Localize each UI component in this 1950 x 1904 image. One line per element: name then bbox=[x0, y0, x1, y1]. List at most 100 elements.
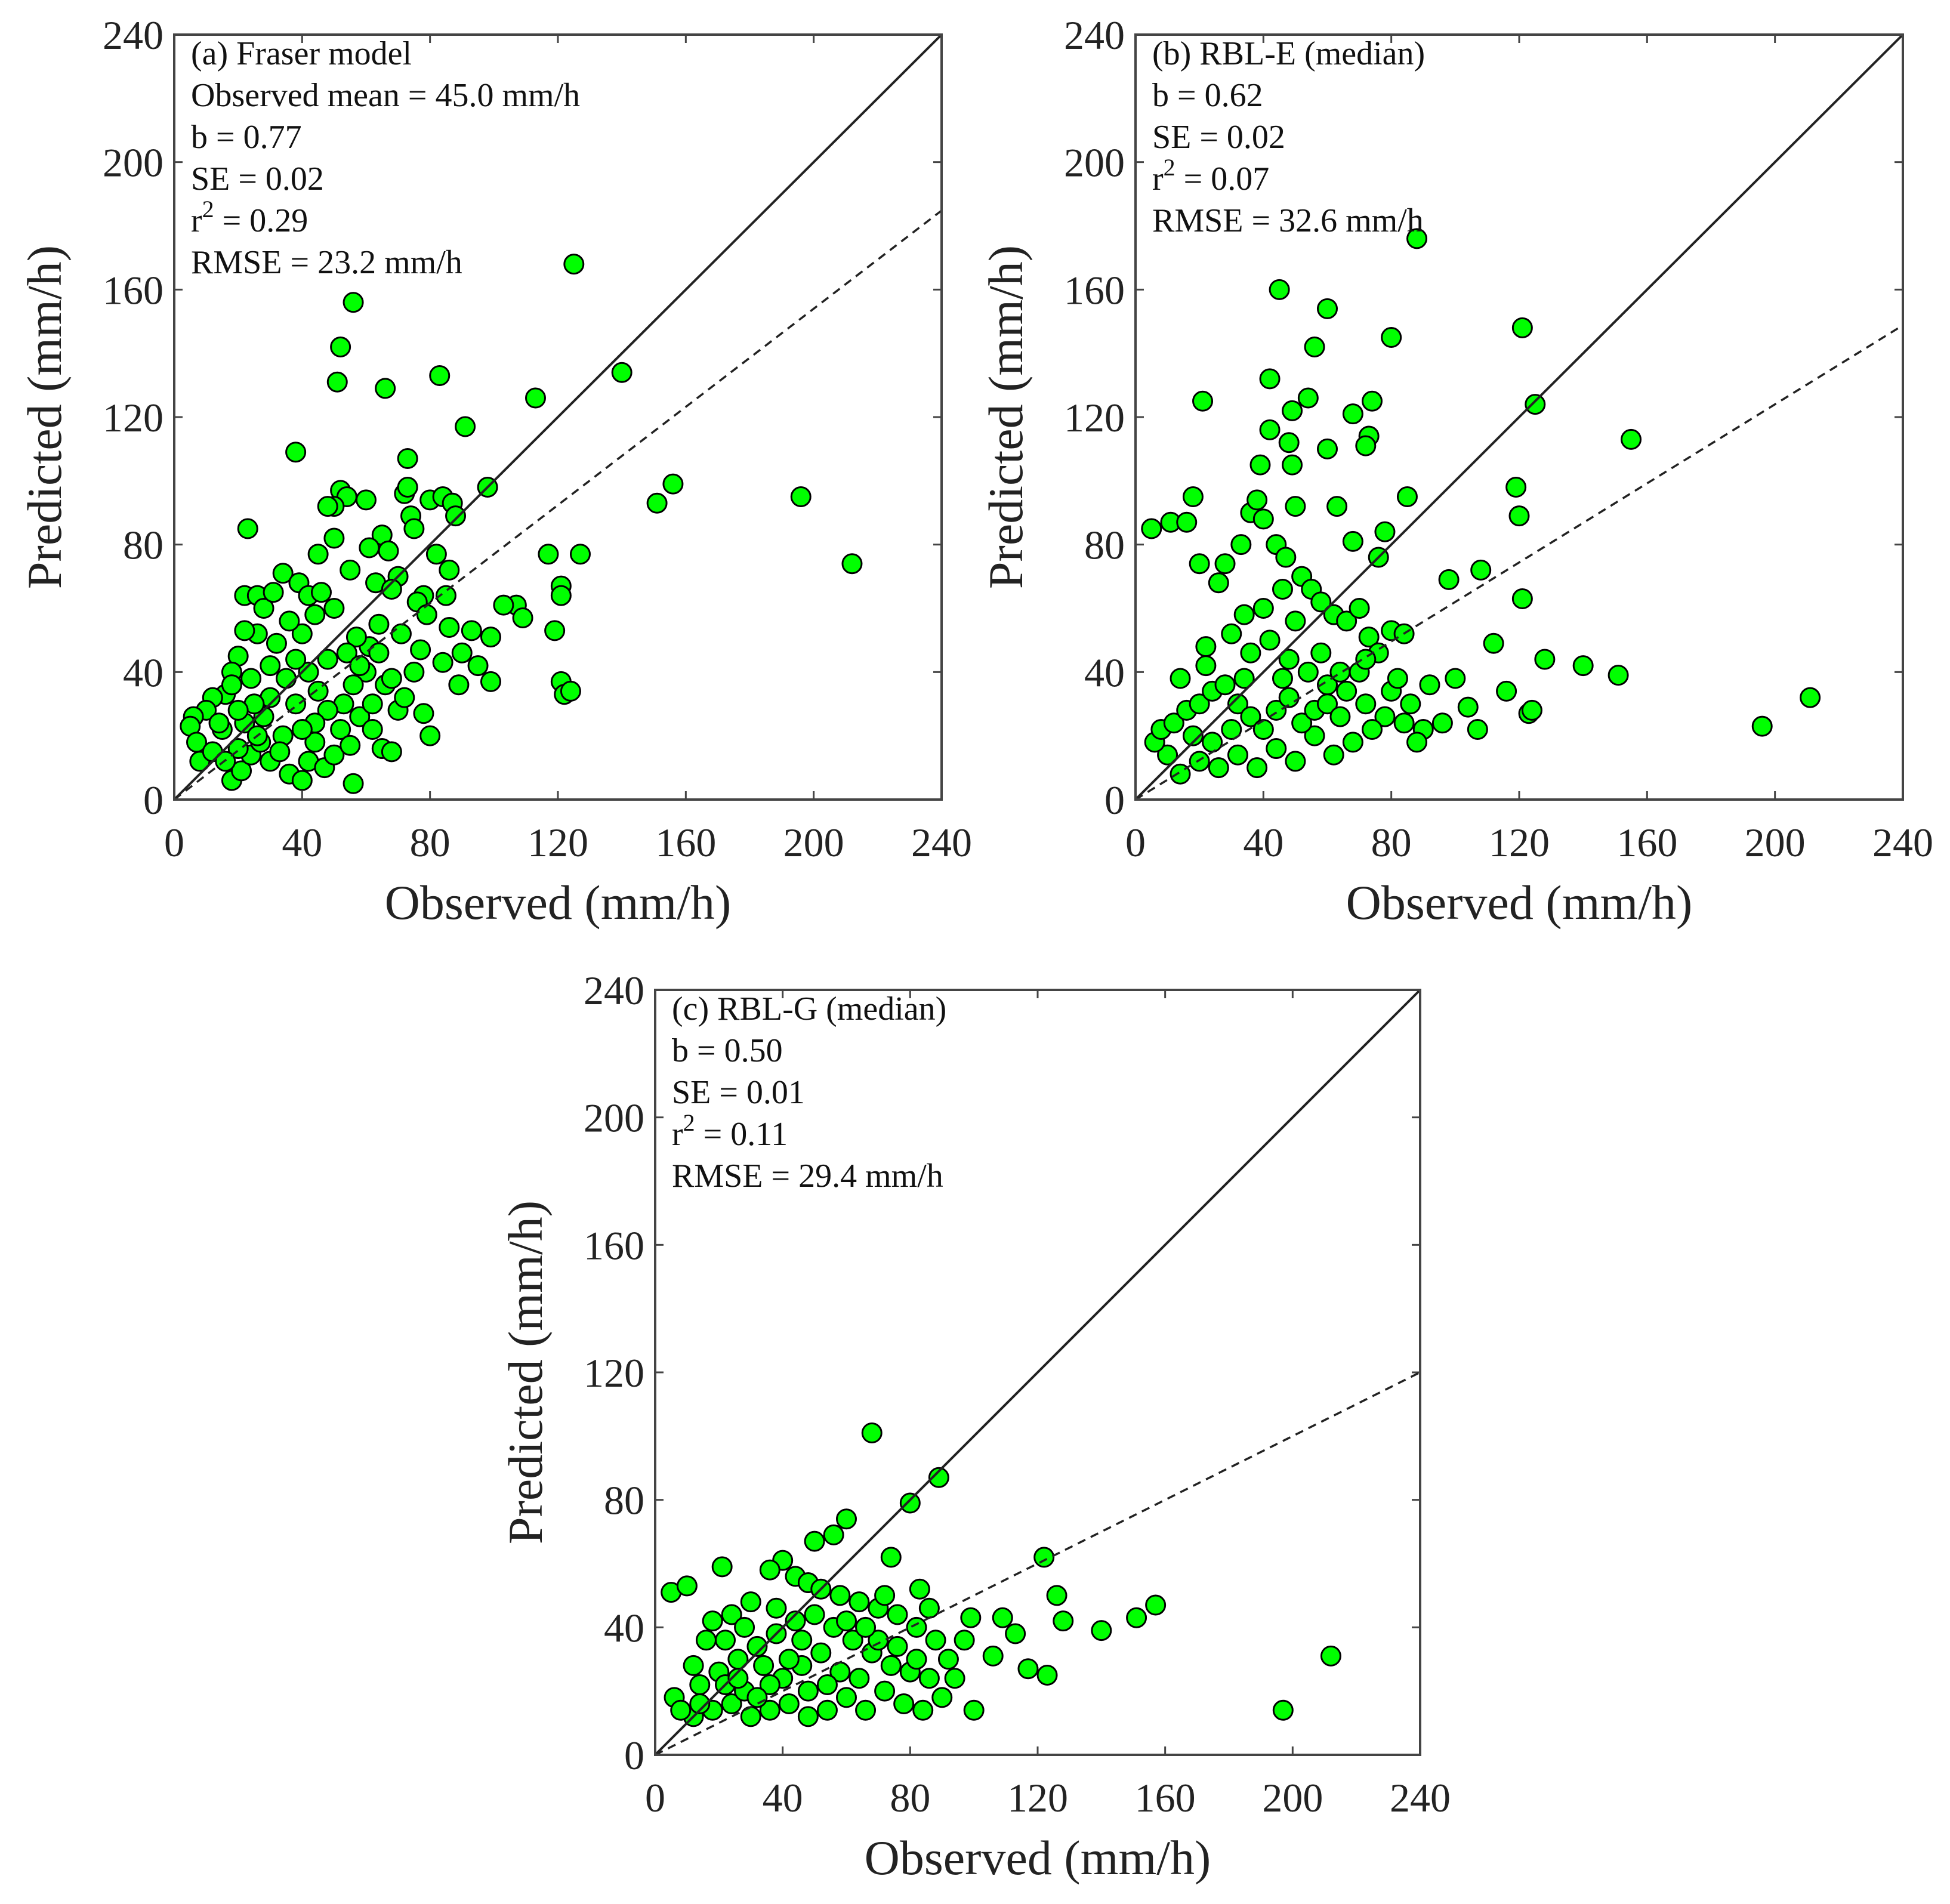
y-axis-label: Predicted (mm/h) bbox=[17, 245, 72, 589]
data-point bbox=[1272, 668, 1293, 689]
data-point bbox=[1342, 530, 1363, 552]
data-point bbox=[368, 642, 390, 664]
x-axis-label: Observed (mm/h) bbox=[385, 875, 732, 930]
x-tick-label: 120 bbox=[527, 820, 588, 865]
data-point bbox=[1304, 336, 1325, 357]
x-tick-label: 200 bbox=[783, 820, 844, 865]
one-to-one-line bbox=[173, 33, 943, 801]
data-point bbox=[1406, 228, 1428, 249]
data-point bbox=[330, 336, 351, 357]
data-point bbox=[759, 1559, 780, 1581]
stat-annotation: r2 = 0.07 bbox=[1152, 154, 1269, 198]
data-point bbox=[285, 442, 307, 463]
data-point bbox=[480, 627, 501, 648]
data-point bbox=[944, 1668, 965, 1689]
data-point bbox=[861, 1422, 883, 1443]
data-point bbox=[611, 362, 632, 383]
data-point bbox=[1192, 390, 1214, 412]
data-point bbox=[1157, 744, 1178, 766]
data-point bbox=[759, 1699, 780, 1721]
x-tick-label: 160 bbox=[655, 820, 716, 865]
data-point bbox=[1457, 696, 1479, 718]
data-point bbox=[740, 1591, 761, 1613]
data-point bbox=[429, 365, 451, 387]
data-point bbox=[711, 1556, 733, 1578]
y-tick-label: 40 bbox=[123, 650, 163, 695]
data-point bbox=[448, 674, 470, 696]
x-tick-label: 0 bbox=[164, 820, 184, 865]
data-point bbox=[1496, 680, 1517, 702]
data-point bbox=[1320, 1645, 1341, 1667]
data-point bbox=[746, 1687, 768, 1708]
data-point bbox=[906, 1616, 927, 1638]
y-tick-label: 120 bbox=[584, 1350, 644, 1396]
data-point bbox=[413, 703, 434, 724]
panel-label: (c) RBL-G (median) bbox=[672, 990, 946, 1027]
data-point bbox=[982, 1645, 1004, 1667]
plot-frame bbox=[654, 989, 1421, 1756]
data-point bbox=[816, 1699, 838, 1721]
data-point bbox=[304, 604, 326, 625]
r-symbol: r bbox=[672, 1116, 683, 1153]
one-to-one-line bbox=[1134, 33, 1904, 801]
data-point bbox=[276, 668, 297, 689]
data-point bbox=[912, 1699, 934, 1721]
data-point bbox=[340, 735, 361, 756]
data-point bbox=[874, 1585, 896, 1606]
panel-a: 00 40 40 80 80 120 120 160 160 200 200 240 240 Observ… bbox=[17, 13, 972, 930]
data-point bbox=[887, 1604, 908, 1625]
data-point bbox=[937, 1649, 959, 1670]
data-point bbox=[362, 693, 383, 715]
y-tick-label: 160 bbox=[584, 1223, 644, 1268]
data-point bbox=[343, 773, 364, 794]
data-point bbox=[766, 1597, 787, 1619]
data-point bbox=[842, 1630, 863, 1651]
y-tick-label: 40 bbox=[604, 1605, 644, 1650]
data-point bbox=[1005, 1623, 1026, 1644]
data-point bbox=[439, 617, 460, 638]
data-point bbox=[1508, 505, 1530, 527]
stat-annotation: SE = 0.02 bbox=[1152, 119, 1285, 156]
plot-frame bbox=[173, 33, 943, 801]
stat-annotation: r2 = 0.29 bbox=[191, 196, 308, 239]
data-point bbox=[234, 620, 255, 641]
data-point bbox=[1275, 547, 1297, 568]
data-point bbox=[1323, 744, 1344, 766]
stat-annotation: b = 0.77 bbox=[191, 119, 302, 156]
data-point bbox=[439, 559, 460, 581]
data-point bbox=[1355, 693, 1377, 715]
data-point bbox=[1285, 751, 1306, 772]
data-point bbox=[960, 1607, 982, 1628]
data-point bbox=[260, 655, 281, 677]
data-point bbox=[272, 563, 294, 584]
data-point bbox=[538, 544, 559, 565]
x-tick-label: 120 bbox=[1489, 820, 1550, 865]
data-point bbox=[849, 1591, 870, 1613]
data-point bbox=[237, 518, 258, 539]
x-tick-label: 40 bbox=[282, 820, 322, 865]
data-point bbox=[323, 527, 345, 549]
x-tick-label: 80 bbox=[890, 1775, 930, 1820]
data-point bbox=[1362, 718, 1383, 740]
data-point bbox=[1230, 534, 1252, 556]
panel-c: 00 40 40 80 80 120 120 160 160 200 200 240 240 Observ… bbox=[498, 968, 1451, 1885]
data-point bbox=[797, 1680, 819, 1702]
data-point bbox=[368, 613, 390, 635]
data-point bbox=[1310, 642, 1332, 664]
y-tick-label: 80 bbox=[123, 523, 163, 568]
data-point bbox=[1189, 553, 1210, 575]
data-point bbox=[816, 1674, 838, 1695]
data-point bbox=[1252, 718, 1274, 740]
data-point bbox=[1282, 454, 1303, 476]
data-point bbox=[759, 1674, 780, 1695]
data-point bbox=[298, 661, 319, 683]
data-point bbox=[480, 671, 501, 692]
data-point bbox=[662, 473, 684, 495]
data-point bbox=[317, 496, 338, 517]
stat-annotation: RMSE = 29.4 mm/h bbox=[672, 1158, 943, 1195]
data-point bbox=[1387, 668, 1408, 689]
data-point bbox=[1406, 732, 1428, 753]
data-point bbox=[1800, 687, 1821, 708]
data-point bbox=[1227, 744, 1248, 766]
data-point bbox=[855, 1699, 877, 1721]
